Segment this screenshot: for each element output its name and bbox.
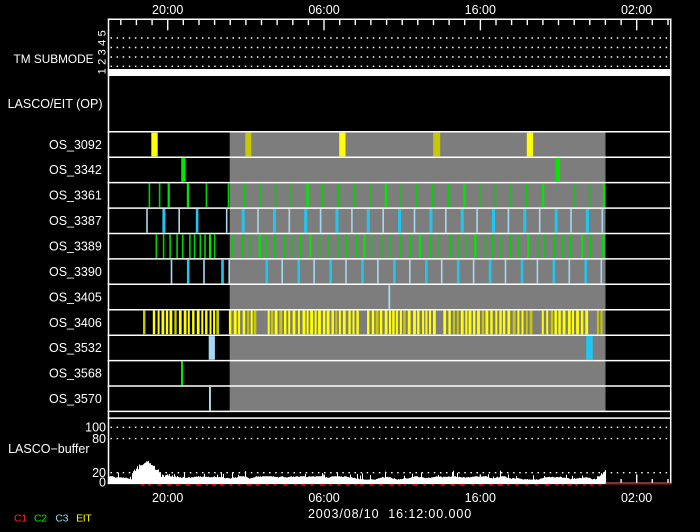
svg-text:02:00: 02:00 [621, 3, 652, 17]
svg-text:OS_3387: OS_3387 [49, 214, 102, 228]
svg-text:0: 0 [99, 476, 106, 490]
svg-text:OS_3568: OS_3568 [49, 367, 102, 381]
svg-text:TM SUBMODE: TM SUBMODE [14, 52, 94, 66]
svg-text:C2: C2 [34, 512, 47, 524]
svg-text:06:00: 06:00 [308, 491, 339, 505]
svg-text:3: 3 [97, 49, 109, 55]
svg-text:1: 1 [97, 68, 109, 74]
svg-text:C1: C1 [14, 512, 27, 524]
svg-text:100: 100 [85, 421, 106, 435]
svg-text:16:00: 16:00 [465, 491, 496, 505]
svg-text:OS_3570: OS_3570 [49, 392, 102, 406]
svg-text:2: 2 [97, 59, 109, 65]
svg-text:5: 5 [97, 30, 109, 36]
svg-text:16:00: 16:00 [465, 3, 496, 17]
svg-text:OS_3406: OS_3406 [49, 316, 102, 330]
svg-text:LASCO−buffer: LASCO−buffer [8, 442, 89, 456]
svg-text:OS_3092: OS_3092 [49, 138, 102, 152]
svg-text:OS_3390: OS_3390 [49, 265, 102, 279]
svg-text:OS_3405: OS_3405 [49, 290, 102, 304]
svg-text:20:00: 20:00 [152, 3, 183, 17]
svg-text:20:00: 20:00 [152, 491, 183, 505]
svg-text:2003/08/10 16:12:00.000: 2003/08/10 16:12:00.000 [308, 507, 472, 521]
svg-text:06:00: 06:00 [308, 3, 339, 17]
svg-text:C3: C3 [55, 512, 68, 524]
svg-text:OS_3342: OS_3342 [49, 163, 102, 177]
svg-text:20: 20 [92, 466, 106, 480]
svg-text:02:00: 02:00 [621, 491, 652, 505]
svg-text:LASCO/EIT (OP): LASCO/EIT (OP) [8, 97, 103, 111]
svg-text:OS_3532: OS_3532 [49, 341, 102, 355]
svg-text:80: 80 [92, 432, 106, 446]
svg-text:4: 4 [97, 40, 109, 46]
svg-text:OS_3361: OS_3361 [49, 189, 102, 203]
svg-text:EIT: EIT [76, 512, 92, 524]
svg-text:OS_3389: OS_3389 [49, 240, 102, 254]
